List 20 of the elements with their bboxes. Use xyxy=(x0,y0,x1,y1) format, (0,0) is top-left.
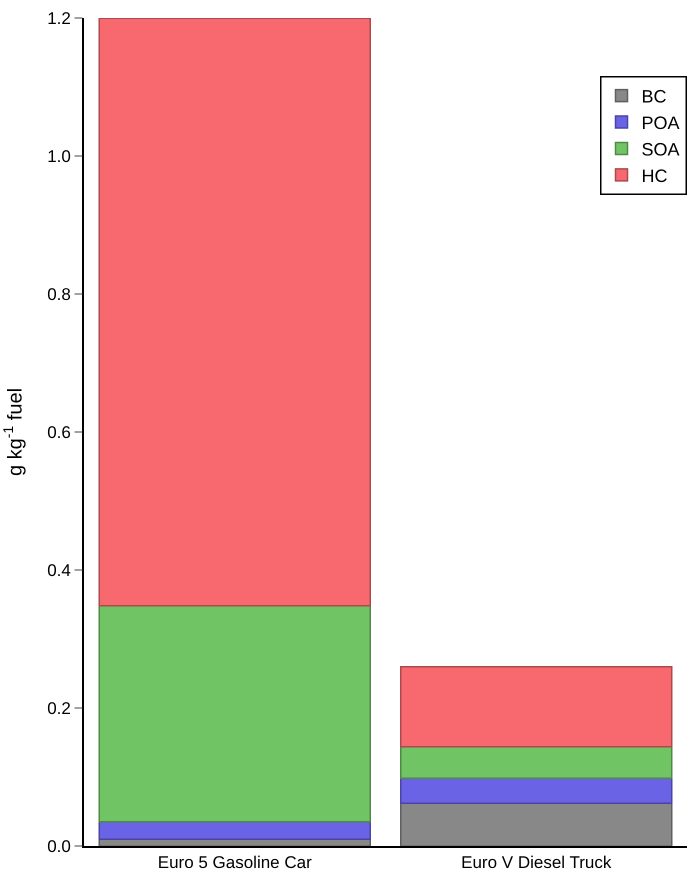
y-tick-label: 0.4 xyxy=(47,560,71,580)
y-tick-label: 1.0 xyxy=(47,146,71,166)
bar xyxy=(400,778,673,804)
y-tick-label: 1.2 xyxy=(47,8,71,28)
y-tick-label: 0.2 xyxy=(47,698,71,718)
bar xyxy=(400,746,673,780)
legend-label: BC xyxy=(642,86,667,107)
y-tick-label: 0.0 xyxy=(47,836,71,856)
legend-label: SOA xyxy=(642,139,680,160)
bar xyxy=(400,802,673,846)
x-tick-label: Euro V Diesel Truck xyxy=(461,853,612,872)
bar xyxy=(98,18,372,607)
legend-label: POA xyxy=(642,113,680,134)
y-tick-label: 0.8 xyxy=(47,284,71,304)
legend-label: HC xyxy=(642,166,668,186)
x-tick-label: Euro 5 Gasoline Car xyxy=(158,853,312,872)
bar xyxy=(98,605,372,823)
bar xyxy=(98,821,372,840)
bar xyxy=(400,666,673,748)
y-tick-label: 0.6 xyxy=(47,422,71,442)
